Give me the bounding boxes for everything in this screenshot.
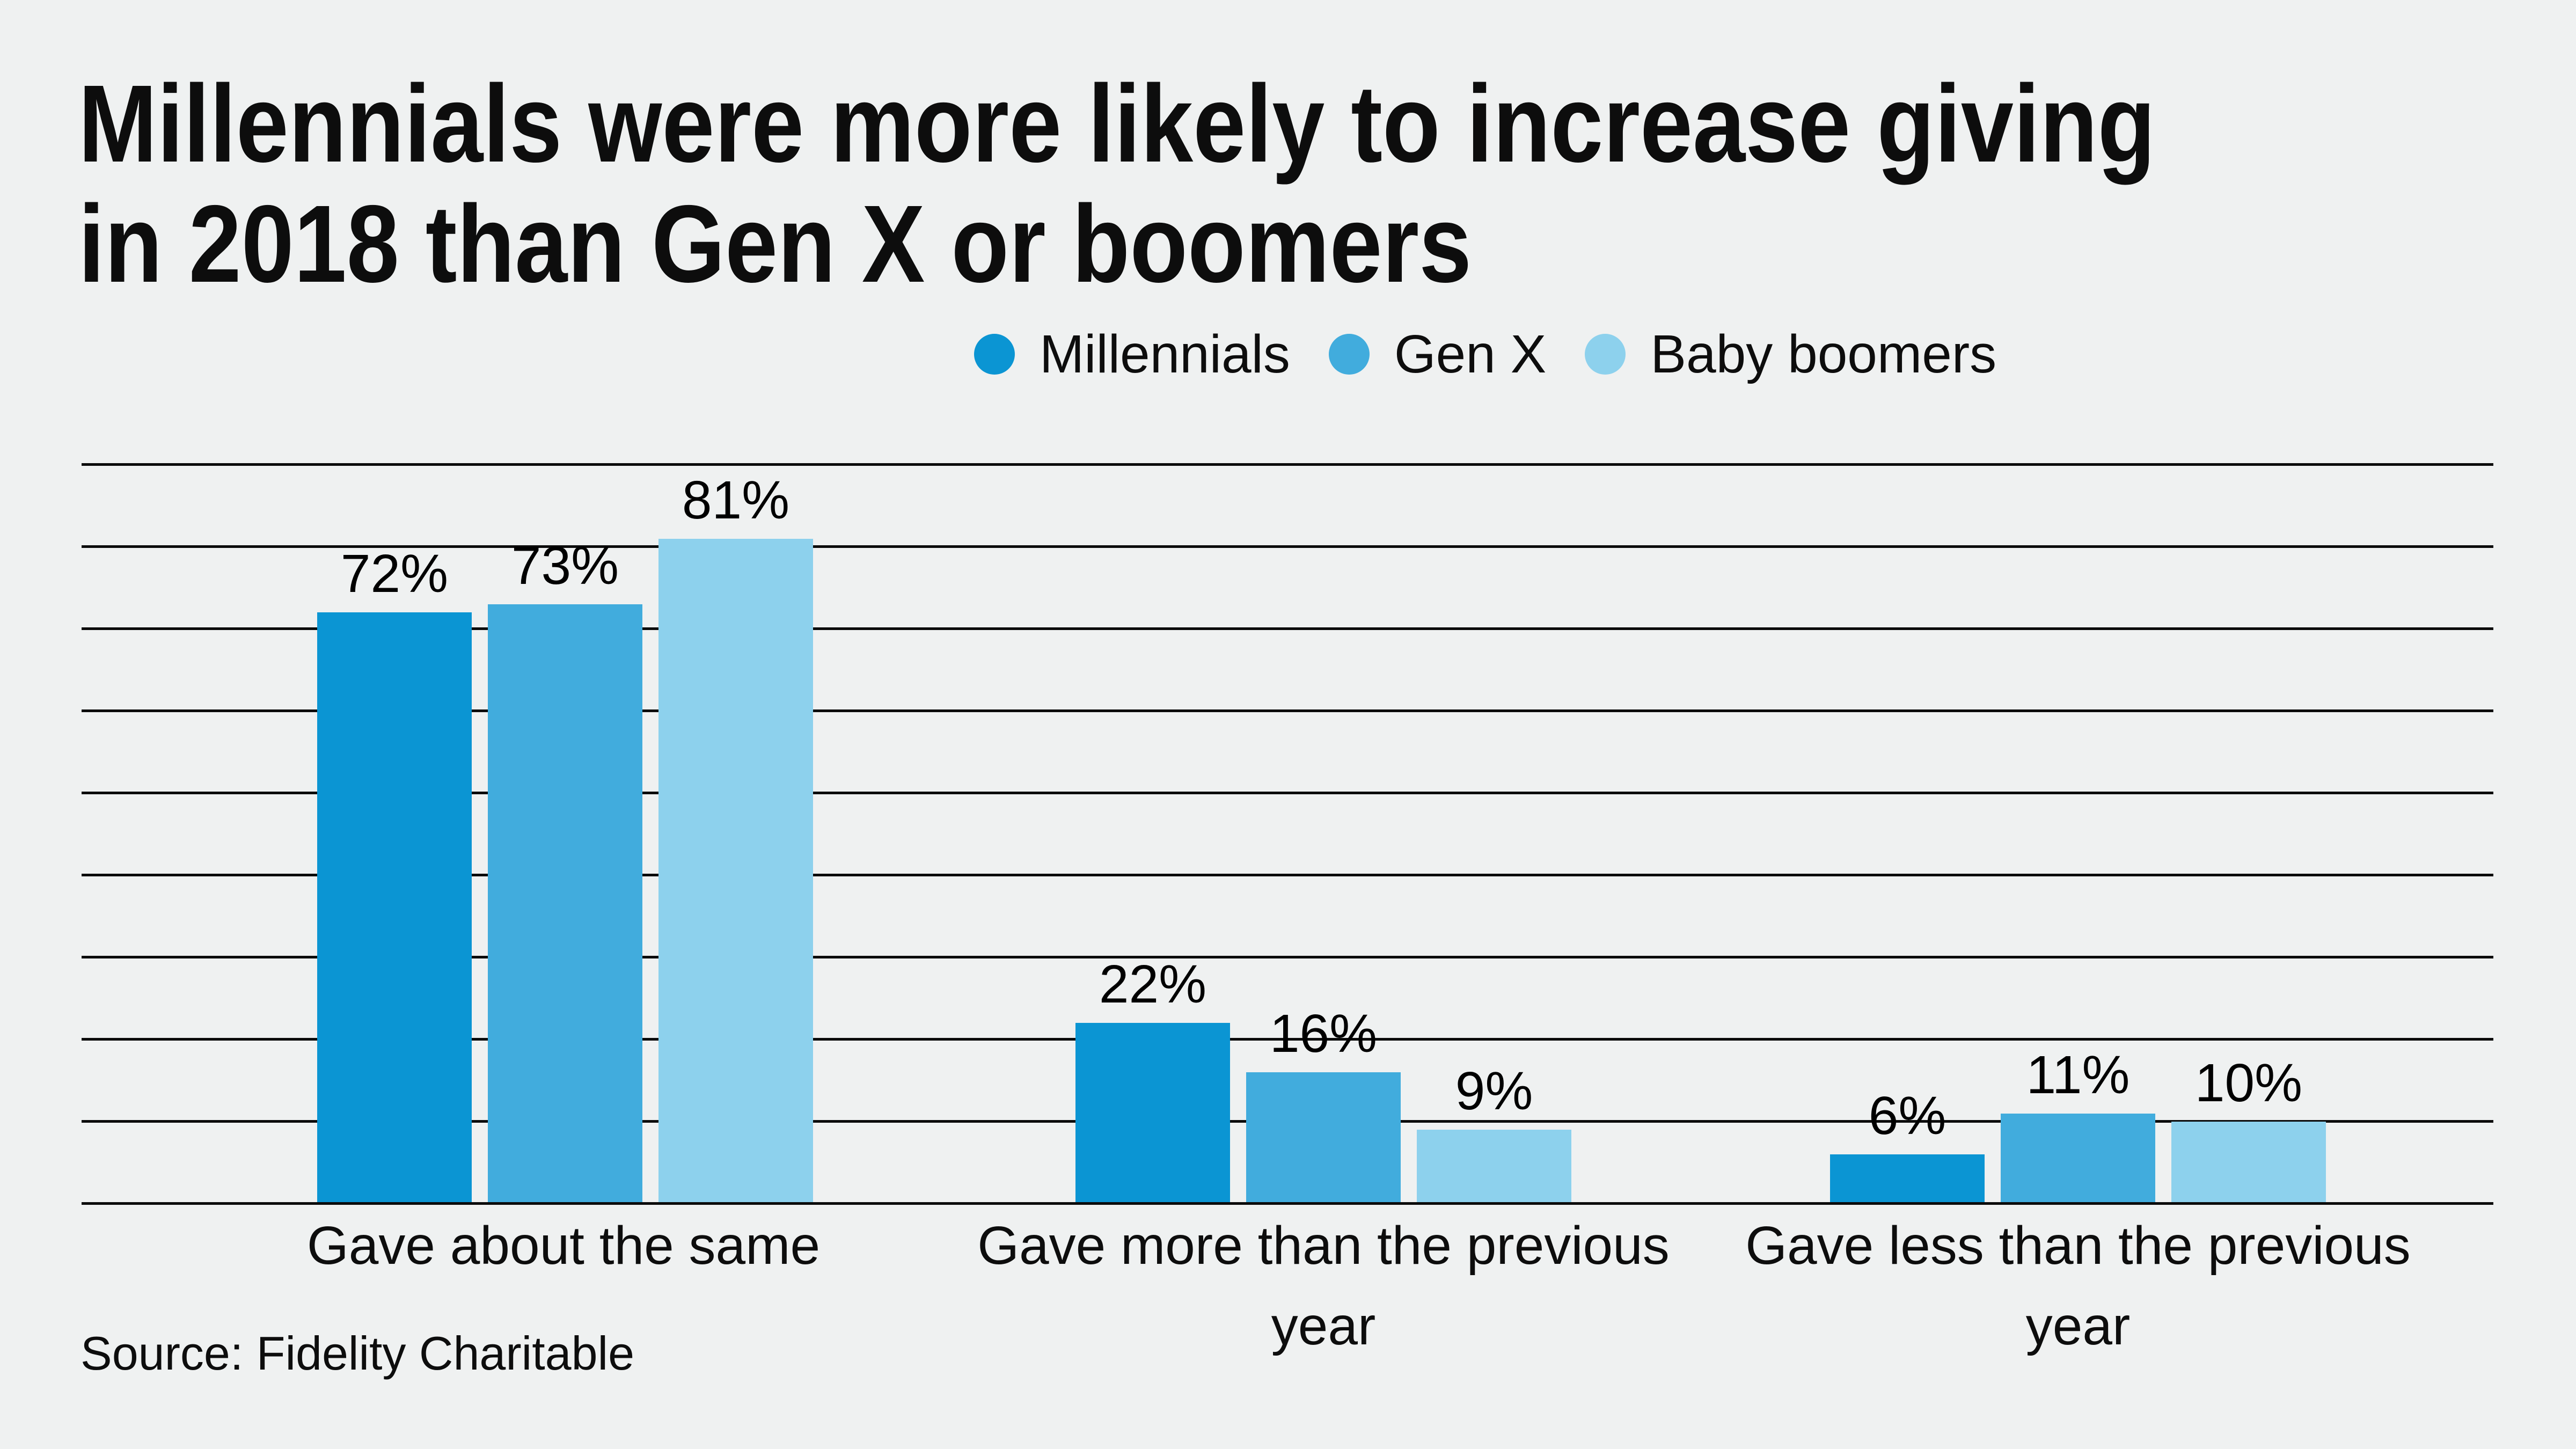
- chart-title-line1: Millennials were more likely to increase…: [78, 62, 2156, 185]
- legend-item-genx: Gen X: [1328, 324, 1547, 385]
- bar-gen-x-cat2: 11%: [2001, 1045, 2155, 1204]
- legend-dot-baby-boomers-icon: [1585, 334, 1626, 375]
- bar-value-label: 9%: [1455, 1061, 1533, 1122]
- source-note: Source: Fidelity Charitable: [80, 1327, 635, 1380]
- legend-dot-millennials-icon: [974, 334, 1015, 375]
- gridline: [82, 627, 2493, 630]
- bar-millennials-cat0: 72%: [317, 544, 472, 1204]
- legend-label-baby-boomers: Baby boomers: [1650, 324, 1997, 384]
- chart-title: Millennials were more likely to increase…: [78, 64, 2155, 304]
- category-label-gave-about-the-same: Gave about the same: [161, 1205, 966, 1286]
- bar-gen-x-cat1: 16%: [1246, 1004, 1401, 1204]
- bar-value-label: 10%: [2194, 1053, 2303, 1113]
- bar-value-label: 73%: [511, 536, 619, 596]
- gridline: [82, 463, 2493, 466]
- bar-value-label: 72%: [340, 544, 449, 604]
- category-label-line: year: [1271, 1296, 1376, 1356]
- gridline: [82, 1038, 2493, 1041]
- chart-title-line2: in 2018 than Gen X or boomers: [78, 182, 1472, 305]
- legend-label-genx: Gen X: [1394, 324, 1547, 384]
- category-label-gave-more-than-previous-year: Gave more than the previous year: [921, 1205, 1726, 1366]
- bar-value-label: 22%: [1099, 954, 1207, 1015]
- category-label-gave-less-than-previous-year: Gave less than the previous year: [1675, 1205, 2480, 1366]
- category-label-line: Gave about the same: [306, 1216, 821, 1276]
- category-label-line: Gave less than the previous: [1745, 1216, 2411, 1276]
- gridline: [82, 709, 2493, 712]
- gridline: [82, 545, 2493, 548]
- bar-baby-boomers-cat0: 81%: [658, 470, 813, 1204]
- legend-label-millennials: Millennials: [1040, 324, 1290, 384]
- x-axis-baseline: [82, 1202, 2493, 1205]
- bar-gen-x-cat0: 73%: [488, 536, 642, 1204]
- bar-millennials-cat2: 6%: [1830, 1086, 1985, 1204]
- plot-area: 72% 73% 81% 22% 16% 9% 6% 11% 10%: [82, 463, 2493, 1205]
- bar-value-label: 16%: [1269, 1004, 1378, 1064]
- bar-value-label: 81%: [682, 470, 790, 530]
- legend-dot-genx-icon: [1328, 334, 1370, 375]
- bar-baby-boomers-cat2: 10%: [2171, 1053, 2326, 1204]
- gridline: [82, 956, 2493, 958]
- gridline: [82, 792, 2493, 794]
- bar-value-label: 6%: [1868, 1086, 1946, 1146]
- bar-value-label: 11%: [2026, 1044, 2130, 1105]
- legend-item-millennials: Millennials: [974, 324, 1290, 385]
- bar-millennials-cat1: 22%: [1075, 954, 1230, 1204]
- bar-baby-boomers-cat1: 9%: [1417, 1061, 1571, 1204]
- category-label-line: year: [2025, 1296, 2131, 1356]
- legend-item-baby-boomers: Baby boomers: [1585, 324, 1996, 385]
- legend: Millennials Gen X Baby boomers: [974, 321, 1996, 387]
- gridline: [82, 874, 2493, 876]
- category-label-line: Gave more than the previous: [977, 1216, 1670, 1276]
